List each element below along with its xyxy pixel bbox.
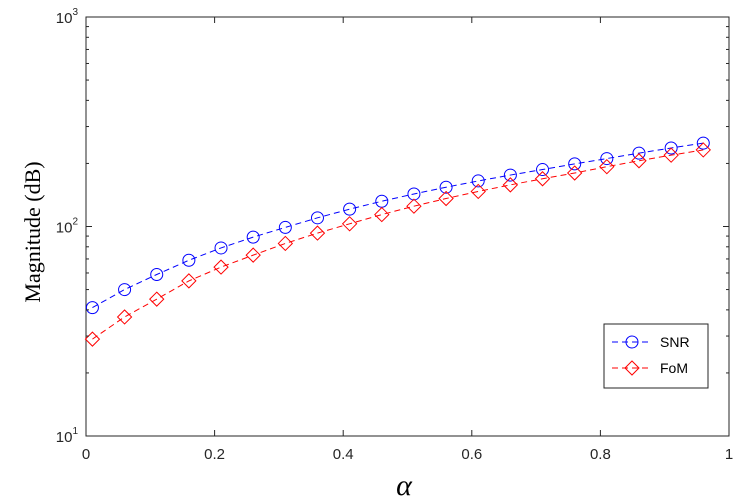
data-point-snr: [278, 220, 292, 234]
legend-label-snr: SNR: [660, 334, 690, 350]
data-point-snr: [471, 174, 485, 188]
data-point-fom: [502, 177, 519, 193]
data-point-fom: [309, 225, 326, 241]
legend: SNR FoM: [603, 323, 709, 389]
data-point-fom: [534, 171, 551, 187]
legend-label-fom: FoM: [660, 360, 688, 376]
x-tick-label: 0.2: [204, 446, 225, 463]
y-axis-label: Magnitude (dB): [20, 161, 45, 302]
data-point-snr: [536, 163, 550, 177]
data-point-snr: [439, 180, 453, 194]
data-point-snr: [150, 268, 164, 282]
y-tick-label: 101: [56, 426, 79, 446]
legend-marker-snr: [625, 335, 639, 349]
data-point-fom: [631, 153, 647, 169]
data-point-fom: [695, 142, 711, 158]
legend-box: [603, 323, 709, 389]
data-point-fom: [438, 190, 454, 207]
legend-marker-fom: [624, 360, 640, 376]
x-tick-label: 0.4: [333, 446, 354, 463]
x-tick-label: 0: [82, 446, 90, 463]
data-point-fom: [599, 158, 615, 175]
y-tick-label: 103: [56, 7, 79, 27]
data-point-snr: [664, 141, 678, 155]
data-point-fom: [663, 147, 679, 163]
data-point-snr: [214, 241, 228, 255]
series-layer: [84, 136, 711, 347]
axis-ticks: 0 0.2 0.4 0.6 0.8 1 101 102 103: [56, 7, 733, 463]
data-point-fom: [245, 247, 261, 263]
data-point-snr: [343, 202, 357, 216]
x-tick-label: 0.6: [461, 446, 482, 463]
data-point-fom: [566, 165, 583, 181]
data-point-fom: [181, 273, 197, 289]
data-point-snr: [118, 283, 132, 297]
y-tick-label: 102: [56, 217, 79, 237]
data-point-snr: [85, 301, 99, 315]
data-point-fom: [277, 235, 294, 252]
data-point-fom: [406, 198, 422, 214]
data-point-fom: [116, 309, 133, 325]
x-tick-label: 0.8: [590, 446, 611, 463]
data-point-snr: [407, 187, 421, 201]
data-point-snr: [310, 211, 324, 225]
data-point-fom: [213, 259, 229, 275]
data-point-snr: [696, 136, 710, 150]
data-point-snr: [503, 168, 517, 182]
data-point-snr: [600, 152, 614, 166]
data-point-snr: [246, 230, 260, 244]
x-axis-label: α: [396, 469, 413, 502]
data-point-fom: [470, 183, 486, 200]
x-tick-label: 1: [725, 446, 733, 463]
data-point-snr: [568, 157, 582, 171]
series-snr: [85, 136, 710, 315]
data-point-fom: [84, 331, 101, 347]
data-point-fom: [341, 216, 358, 232]
data-point-fom: [149, 291, 165, 307]
data-point-snr: [182, 253, 196, 267]
series-fom: [84, 142, 711, 347]
data-point-snr: [632, 146, 646, 160]
data-point-fom: [374, 206, 390, 223]
